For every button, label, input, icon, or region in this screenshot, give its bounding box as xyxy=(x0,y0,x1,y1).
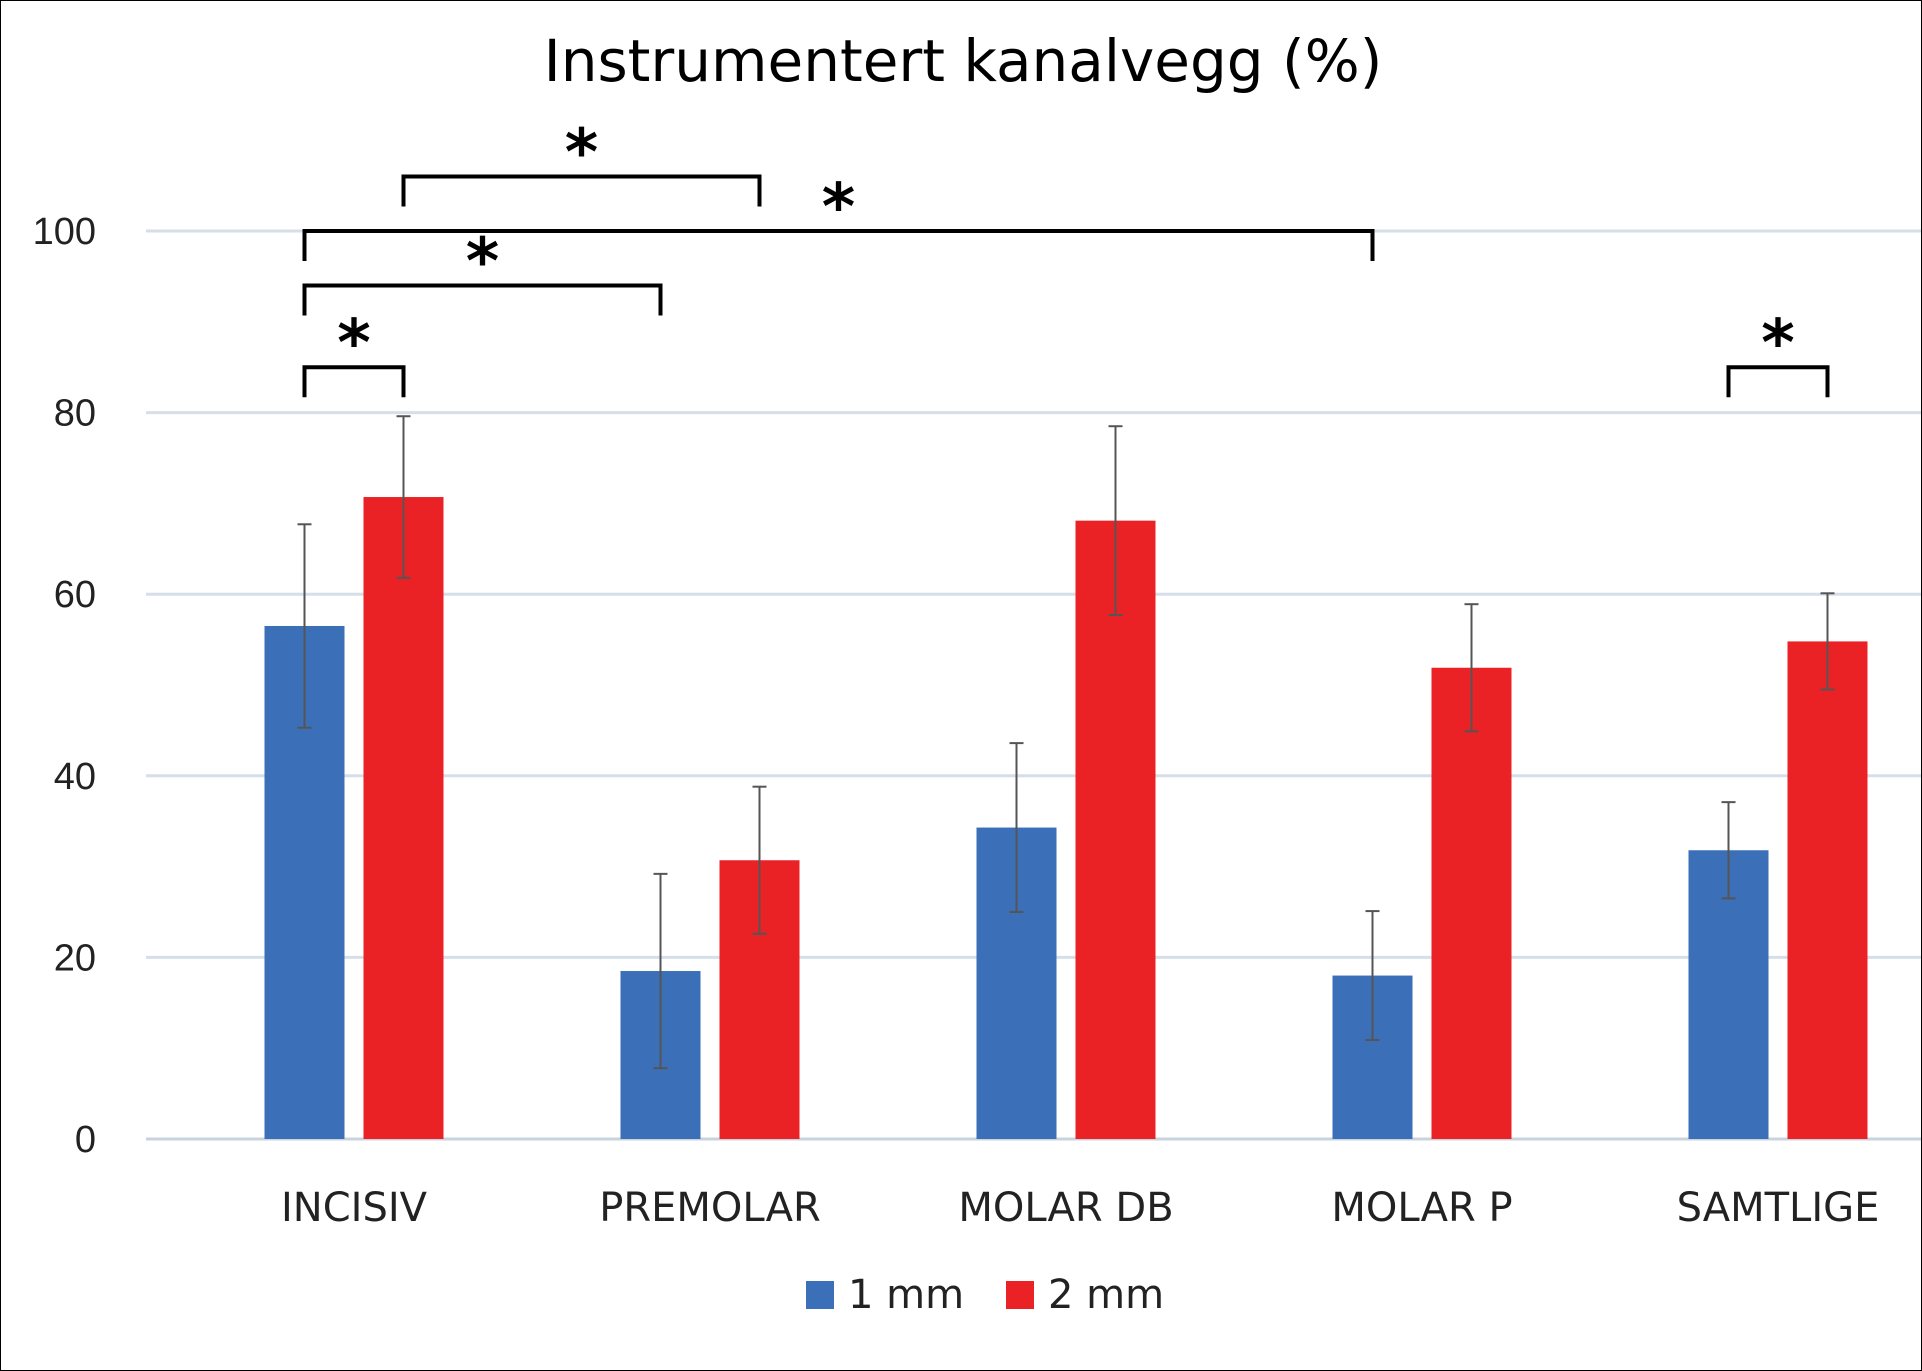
x-category-label: SAMTLIGE xyxy=(1677,1185,1880,1231)
significance-bracket xyxy=(401,174,762,207)
error-bars xyxy=(297,415,1835,1070)
x-category-label: INCISIV xyxy=(281,1185,428,1231)
x-category-label: PREMOLAR xyxy=(599,1185,821,1231)
y-tick-label: 100 xyxy=(33,211,96,253)
significance-star: * xyxy=(337,307,370,381)
significance-star: * xyxy=(1761,307,1794,381)
x-category-label: MOLAR P xyxy=(1331,1185,1512,1231)
legend[interactable]: 1 mm 2 mm xyxy=(806,1272,1164,1318)
legend-item-label: 2 mm xyxy=(1048,1272,1164,1318)
y-tick-label: 80 xyxy=(54,393,96,435)
y-tick-label: 0 xyxy=(75,1119,96,1161)
bar xyxy=(1431,667,1512,1139)
y-axis-tick-labels: 0 20 40 60 80 100 xyxy=(33,211,96,1161)
legend-swatch xyxy=(806,1281,834,1309)
significance-bracket xyxy=(302,229,1375,261)
y-tick-label: 40 xyxy=(54,756,96,798)
significance-bracket xyxy=(302,365,406,398)
y-tick-label: 60 xyxy=(54,574,96,616)
bars xyxy=(264,497,1868,1139)
significance-star: * xyxy=(565,117,598,191)
legend-swatch xyxy=(1006,1281,1034,1309)
x-axis-category-labels: INCISIV PREMOLAR MOLAR DB MOLAR P SAMTLIGE xyxy=(281,1185,1879,1231)
significance-bracket xyxy=(302,283,663,316)
legend-item-label: 1 mm xyxy=(848,1272,964,1318)
x-category-label: MOLAR DB xyxy=(958,1185,1173,1231)
y-tick-label: 20 xyxy=(54,937,96,979)
significance-bracket xyxy=(1726,365,1830,398)
significance-brackets: * * * * * xyxy=(302,117,1830,398)
chart-title: Instrumentert kanalvegg (%) xyxy=(544,27,1383,95)
significance-star: * xyxy=(822,171,855,245)
significance-star: * xyxy=(466,225,499,299)
bar xyxy=(1787,641,1868,1139)
bar xyxy=(363,497,444,1139)
bar xyxy=(1075,520,1156,1139)
